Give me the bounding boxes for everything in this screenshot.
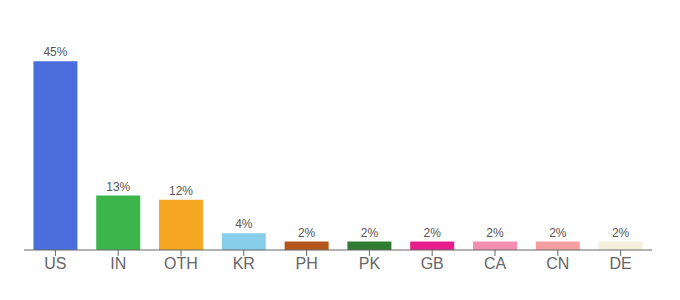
svg-text:2%: 2% bbox=[361, 226, 379, 240]
svg-text:2%: 2% bbox=[486, 226, 504, 240]
svg-text:IN: IN bbox=[110, 255, 126, 272]
svg-text:PH: PH bbox=[295, 255, 317, 272]
svg-text:PK: PK bbox=[359, 255, 381, 272]
svg-text:13%: 13% bbox=[106, 180, 130, 194]
svg-text:CN: CN bbox=[546, 255, 569, 272]
svg-text:45%: 45% bbox=[43, 45, 67, 59]
svg-text:GB: GB bbox=[421, 255, 444, 272]
svg-text:2%: 2% bbox=[298, 226, 316, 240]
svg-text:4%: 4% bbox=[235, 217, 253, 231]
svg-text:DE: DE bbox=[609, 255, 631, 272]
svg-text:OTH: OTH bbox=[164, 255, 198, 272]
svg-text:KR: KR bbox=[233, 255, 255, 272]
svg-text:12%: 12% bbox=[169, 184, 193, 198]
svg-text:2%: 2% bbox=[612, 226, 630, 240]
svg-text:CA: CA bbox=[484, 255, 507, 272]
svg-text:2%: 2% bbox=[549, 226, 567, 240]
svg-text:US: US bbox=[44, 255, 66, 272]
svg-text:2%: 2% bbox=[424, 226, 442, 240]
